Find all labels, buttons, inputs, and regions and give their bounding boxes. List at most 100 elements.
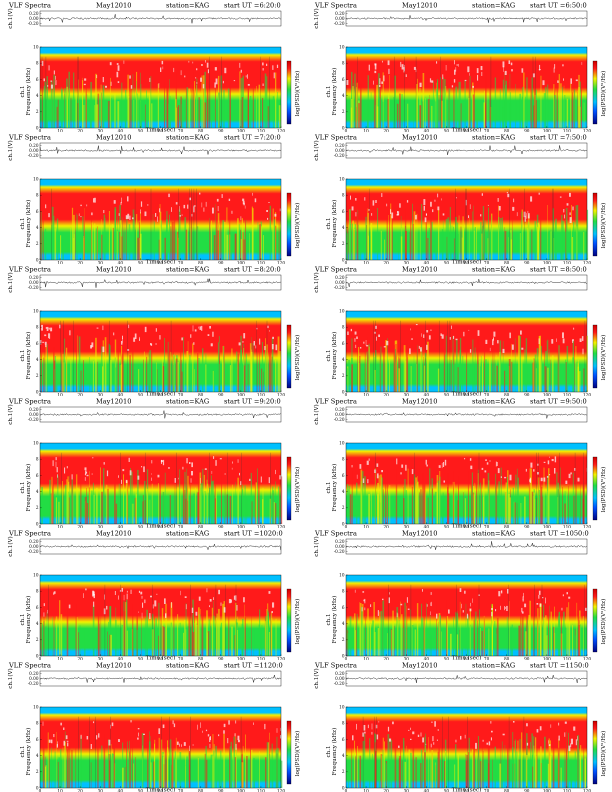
spectral-streak <box>133 763 134 788</box>
spectral-peak <box>194 329 197 332</box>
time-tick-label: 20 <box>383 261 389 264</box>
spectral-streak <box>180 104 182 128</box>
spectral-streak <box>464 498 466 524</box>
spectral-streak <box>276 736 278 788</box>
spectral-peak <box>104 594 105 600</box>
spectral-streak <box>60 614 63 656</box>
spectral-peak <box>371 731 373 735</box>
time-tick-label: 0 <box>39 261 42 264</box>
spectral-streak <box>368 493 370 524</box>
spectral-peak <box>266 63 268 66</box>
spectral-streak <box>269 205 272 260</box>
spectral-streak <box>102 84 104 128</box>
spectral-peak <box>84 477 86 481</box>
spectral-peak <box>392 721 394 725</box>
spectral-streak <box>232 755 234 788</box>
spectral-peak <box>577 477 580 482</box>
spectral-streak <box>410 206 412 260</box>
spectral-streak <box>118 483 120 524</box>
time-tick-label: 30 <box>98 525 104 528</box>
panel-svg: VLF Spectra May12010 station=KAG start UT =… <box>313 530 607 661</box>
spectral-peak <box>176 741 179 745</box>
spectral-peak <box>463 331 465 337</box>
spectral-streak <box>270 601 272 656</box>
spectral-streak <box>195 487 196 524</box>
spectral-streak <box>520 614 522 656</box>
spectral-peak <box>266 210 268 212</box>
freq-tick-label: 8 <box>342 61 345 66</box>
spectral-peak <box>50 327 53 332</box>
spectral-streak <box>263 102 265 128</box>
spectral-streak <box>250 351 253 392</box>
spectral-peak <box>200 477 201 484</box>
spectral-streak <box>44 626 47 656</box>
spectral-streak <box>355 756 356 788</box>
spectral-peak <box>374 63 377 70</box>
time-tick-label: 110 <box>257 525 265 528</box>
spectral-peak <box>157 474 160 478</box>
spectral-streak <box>76 617 78 656</box>
spectral-peak <box>521 347 524 350</box>
spectral-streak <box>114 93 116 128</box>
spectral-streak <box>188 604 191 656</box>
spectral-peak <box>491 611 493 617</box>
spectral-peak <box>202 84 205 89</box>
spectral-streak <box>223 601 225 656</box>
spectral-streak <box>571 92 573 128</box>
time-tick-label: 10 <box>363 129 369 132</box>
spectral-peak <box>63 740 66 746</box>
spectral-streak <box>380 346 382 392</box>
spectral-streak <box>582 498 584 524</box>
spectral-peak <box>451 325 452 329</box>
spectral-peak <box>570 738 573 745</box>
spectral-peak <box>150 343 152 346</box>
spectral-streak <box>446 103 449 128</box>
spectral-peak <box>44 334 47 337</box>
spectral-streak <box>397 613 399 656</box>
spectral-peak <box>563 78 564 81</box>
spectral-peak <box>388 68 390 75</box>
spectral-streak <box>56 218 59 260</box>
chart-start-ut: start UT =8:50:0 <box>530 266 587 274</box>
spectral-streak <box>444 761 446 788</box>
spectral-peak <box>149 77 151 82</box>
spectral-streak <box>380 611 383 656</box>
spectral-peak <box>378 84 381 87</box>
spectral-peak <box>193 205 196 207</box>
spectral-streak <box>265 757 267 788</box>
spectral-streak <box>373 602 375 656</box>
spectral-peak <box>195 611 198 616</box>
spectral-streak <box>106 485 108 524</box>
spectral-streak <box>189 764 190 788</box>
spectral-streak <box>347 488 349 524</box>
spectral-peak <box>42 341 45 343</box>
spectral-streak <box>164 237 166 260</box>
time-tick-label: 110 <box>257 393 265 396</box>
spectral-streak <box>458 476 459 524</box>
time-tick-label: 40 <box>118 261 124 264</box>
spectral-peak <box>381 193 383 197</box>
spectral-streak <box>184 619 186 656</box>
spectral-peak <box>400 603 403 606</box>
spectral-streak <box>400 601 401 656</box>
time-tick-label: 80 <box>504 657 510 660</box>
spectral-peak <box>264 346 266 351</box>
spectral-peak <box>260 476 262 483</box>
panel-svg: VLF Spectra May12010 station=KAG start UT =… <box>313 662 607 792</box>
spectral-peak <box>117 65 120 71</box>
freq-tick-label: 2 <box>342 373 345 378</box>
spectral-streak <box>84 496 87 524</box>
spectral-peak <box>91 212 93 216</box>
spectral-streak <box>477 736 479 788</box>
spectral-streak <box>575 474 577 524</box>
spectral-streak <box>553 626 555 656</box>
spectral-streak <box>97 732 99 788</box>
time-tick-label: 60 <box>158 789 164 792</box>
spectral-streak <box>209 82 211 128</box>
spectral-peak <box>442 462 445 467</box>
spectral-streak <box>83 360 84 392</box>
spectral-streak <box>248 99 250 128</box>
colorbar-label: log(PSD)(V²/Hz) <box>600 203 607 249</box>
freq-tick-label: 8 <box>36 193 39 198</box>
spectral-streak <box>579 498 581 524</box>
